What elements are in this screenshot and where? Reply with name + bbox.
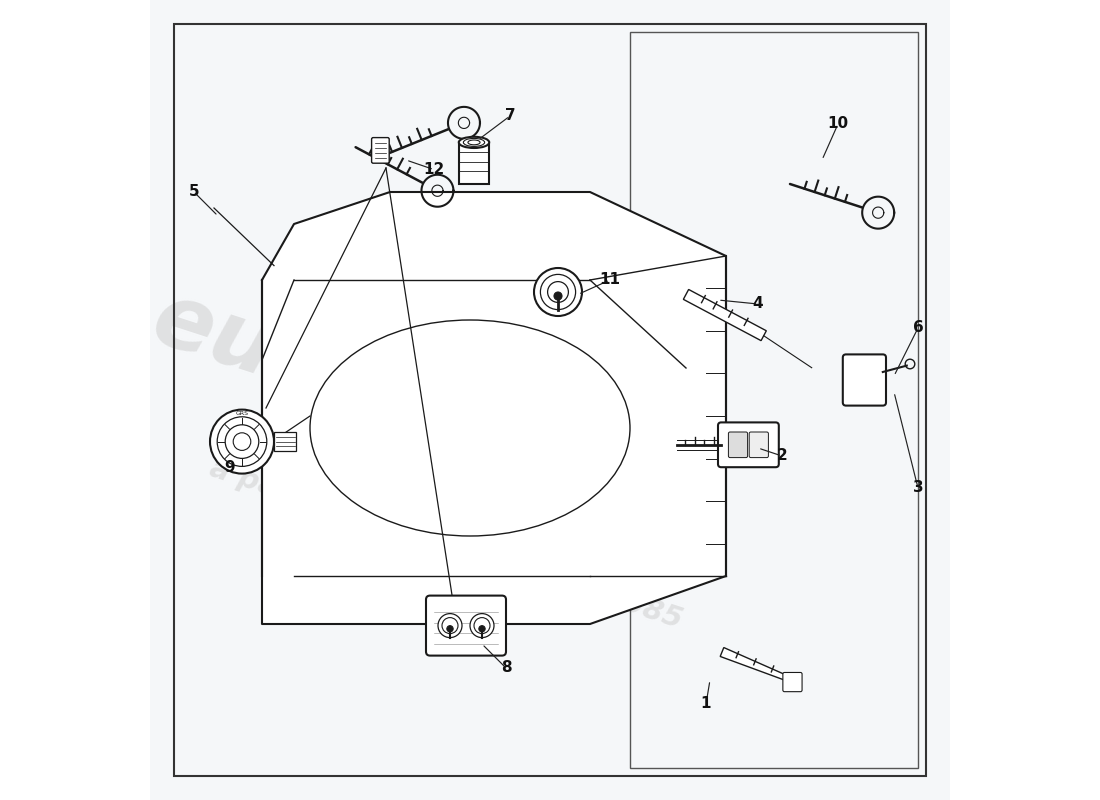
- Polygon shape: [262, 192, 726, 624]
- Polygon shape: [683, 290, 767, 341]
- Ellipse shape: [438, 614, 462, 638]
- FancyBboxPatch shape: [372, 138, 389, 163]
- Text: 12: 12: [424, 162, 444, 177]
- Text: 6: 6: [913, 321, 923, 335]
- Ellipse shape: [233, 433, 251, 450]
- Text: 4: 4: [752, 297, 763, 311]
- Polygon shape: [720, 647, 793, 682]
- Ellipse shape: [459, 137, 490, 148]
- Text: 2: 2: [777, 449, 788, 463]
- FancyBboxPatch shape: [718, 422, 779, 467]
- Text: GRS: GRS: [235, 411, 249, 416]
- FancyBboxPatch shape: [783, 673, 802, 692]
- FancyBboxPatch shape: [459, 142, 490, 184]
- Ellipse shape: [470, 614, 494, 638]
- Text: 9: 9: [224, 461, 235, 475]
- FancyBboxPatch shape: [843, 354, 886, 406]
- Ellipse shape: [534, 268, 582, 316]
- Text: 11: 11: [600, 273, 620, 287]
- Text: 3: 3: [913, 481, 923, 495]
- Polygon shape: [274, 432, 296, 451]
- Text: 10: 10: [827, 117, 848, 131]
- Ellipse shape: [447, 626, 453, 632]
- Ellipse shape: [210, 410, 274, 474]
- FancyBboxPatch shape: [728, 432, 748, 458]
- Text: 5: 5: [189, 185, 199, 199]
- Ellipse shape: [478, 626, 485, 632]
- Ellipse shape: [554, 292, 562, 300]
- FancyBboxPatch shape: [426, 595, 506, 656]
- Text: 8: 8: [500, 661, 512, 675]
- Text: 7: 7: [505, 109, 515, 123]
- Bar: [630, 32, 918, 768]
- Text: a passion for parts since 1985: a passion for parts since 1985: [206, 454, 686, 634]
- FancyBboxPatch shape: [749, 432, 769, 458]
- Text: eurospärts: eurospärts: [142, 274, 686, 526]
- Text: 1: 1: [701, 697, 712, 711]
